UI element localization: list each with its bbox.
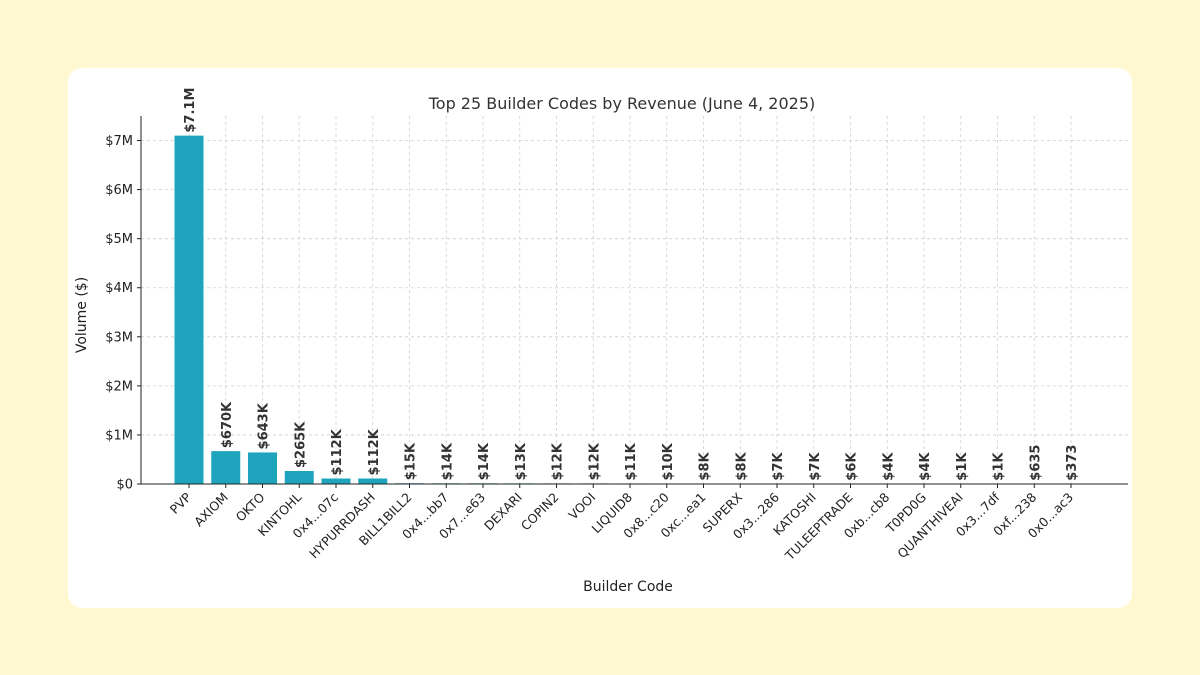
bar-data-label: $7.1M [183, 88, 198, 133]
chart-card: Top 25 Builder Codes by Revenue (June 4,… [68, 68, 1132, 608]
bar-data-label: $1K [955, 452, 970, 481]
bar [321, 478, 351, 484]
bar-data-label: $1K [992, 452, 1007, 481]
bar-data-label: $8K [698, 452, 713, 481]
y-tick-label: $1M [105, 428, 133, 443]
y-tick-label: $3M [105, 330, 133, 345]
chart-title: Top 25 Builder Codes by Revenue (June 4,… [428, 94, 816, 113]
bar-data-label: $6K [845, 452, 860, 481]
bar [211, 451, 241, 484]
y-axis-label: Volume ($) [74, 277, 90, 353]
bar-data-label: $15K [404, 442, 419, 480]
x-axis-label: Builder Code [583, 579, 673, 595]
bar [284, 470, 314, 484]
bar-data-label: $643K [257, 402, 272, 449]
bar-data-label: $7K [771, 452, 786, 481]
bar-data-label: $7K [808, 452, 823, 481]
y-tick-label: $2M [105, 379, 133, 394]
axes [140, 116, 1128, 485]
bar-data-label: $112K [330, 428, 345, 475]
bar [174, 135, 204, 485]
x-tick-label: COPIN2 [518, 490, 562, 534]
y-tick-label: $5M [105, 232, 133, 247]
gridlines [141, 116, 1128, 484]
bar [358, 478, 388, 484]
y-tick-label: $4M [105, 281, 133, 296]
bar-data-label: $670K [220, 401, 235, 448]
bar-data-label: $4K [918, 452, 933, 481]
bar-data-label: $112K [367, 428, 382, 475]
bar-data-label: $8K [734, 452, 749, 481]
bar-data-label: $635 [1028, 445, 1043, 481]
bar-data-label: $265K [293, 421, 308, 468]
bars [174, 135, 1086, 485]
bar-data-label: $11K [624, 442, 639, 480]
y-tick-label: $6M [105, 183, 133, 198]
bar [248, 452, 277, 484]
x-tick-label: DEXARI [481, 490, 525, 534]
bar-data-label: $4K [881, 452, 896, 481]
y-tick-label: $7M [105, 134, 133, 149]
bar-data-label: $13K [514, 442, 529, 480]
x-tick-label: VOOI [565, 490, 598, 523]
bar-chart: Top 25 Builder Codes by Revenue (June 4,… [74, 88, 1128, 595]
x-tick-label: AXIOM [191, 490, 231, 530]
bar-data-label: $12K [587, 442, 602, 480]
x-tick-label: OKTO [233, 489, 268, 524]
y-tick-label: $0 [116, 478, 133, 493]
bar-data-label: $10K [661, 442, 676, 480]
x-tick-label: PVP [167, 489, 195, 517]
y-ticks: $0 $1M $2M $3M $4M $5M $6M $7M [105, 134, 141, 493]
bar-data-label: $373 [1065, 445, 1080, 481]
data-labels: $7.1M $670K $643K $265K $112K $112K $15K $14K $1… [183, 88, 1080, 481]
bar-data-label: $12K [551, 442, 566, 480]
bar-data-label: $14K [477, 442, 492, 480]
bar-data-label: $14K [440, 442, 455, 480]
